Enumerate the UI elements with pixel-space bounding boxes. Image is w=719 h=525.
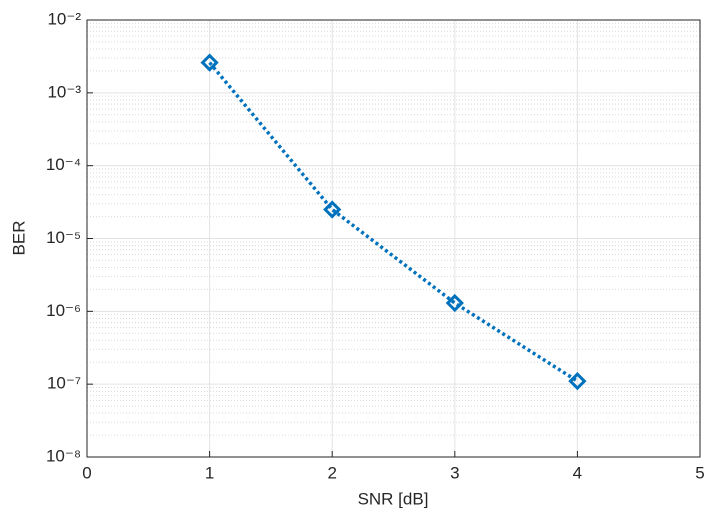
y-tick-label: 10⁻⁵ — [46, 228, 81, 247]
x-tick-label: 0 — [82, 463, 91, 482]
y-tick-label: 10⁻⁶ — [46, 301, 81, 320]
y-tick-label: 10⁻⁸ — [46, 446, 81, 465]
y-tick-label: 10⁻⁷ — [47, 374, 81, 393]
x-tick-label: 4 — [573, 463, 582, 482]
data-marker — [445, 293, 464, 313]
x-tick-label: 5 — [695, 463, 704, 482]
y-tick-label: 10⁻³ — [47, 82, 81, 101]
y-tick-label: 10⁻² — [47, 9, 81, 28]
x-tick-label: 2 — [327, 463, 336, 482]
data-marker — [200, 53, 219, 72]
y-axis-label: BER — [9, 221, 28, 256]
y-tick-label: 10⁻⁴ — [46, 155, 81, 174]
x-tick-label: 1 — [205, 463, 214, 482]
plot-frame — [86, 19, 701, 458]
x-axis-label: SNR [dB] — [358, 489, 429, 508]
x-tick-label: 3 — [450, 463, 459, 482]
data-marker — [323, 200, 342, 219]
data-marker — [568, 372, 587, 391]
